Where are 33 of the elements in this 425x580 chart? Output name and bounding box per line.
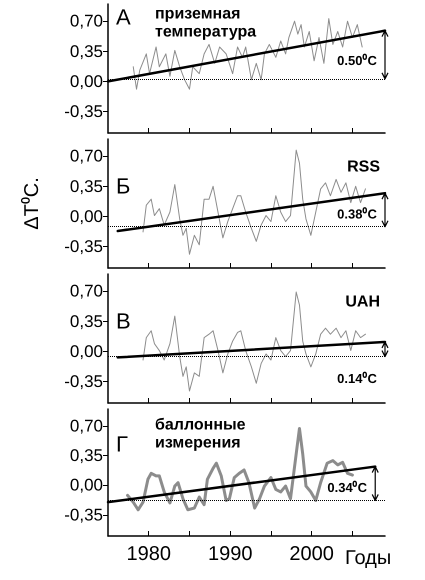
- text: приземная температура: [155, 6, 256, 40]
- y-tick-label: 0,00: [70, 342, 103, 361]
- y-tick-label: 0,35: [70, 312, 103, 331]
- y-tick-label: 0,70: [70, 282, 103, 301]
- annotation: 0.34⁰C: [327, 480, 368, 496]
- y-tick-label: 0,35: [70, 176, 103, 196]
- annotation: В: [116, 308, 131, 334]
- annotation: 0.50⁰C: [337, 53, 378, 68]
- annotation: Б: [116, 174, 130, 198]
- y-tick-label: -0,35: [64, 102, 103, 121]
- y-tick-label: 0,00: [70, 476, 103, 495]
- annotation: 0.38⁰C: [337, 206, 378, 222]
- y-tick-label: 0,70: [70, 12, 103, 31]
- annotation: А: [116, 4, 131, 30]
- text: UAH: [345, 294, 380, 310]
- y-tick-label: 0,00: [70, 206, 103, 226]
- annotation: 0.14⁰C: [337, 371, 378, 386]
- x-tick-label: 1980: [126, 543, 171, 565]
- y-tick-label: -0,35: [64, 237, 103, 256]
- x-tick-label: 1990: [208, 543, 252, 565]
- x-axis-title: Годы: [345, 547, 392, 569]
- text: баллонные измерения: [155, 416, 246, 452]
- y-tick-label: 0,70: [70, 146, 103, 166]
- y-tick-label: -0,35: [64, 372, 103, 391]
- y-tick-label: 0,00: [70, 72, 103, 91]
- y-tick-label: 0,35: [70, 42, 103, 61]
- y-tick-label: 0,35: [70, 446, 103, 466]
- y-tick-label: 0,70: [70, 416, 103, 436]
- y-axis-title: ΔT⁰C.: [20, 177, 43, 230]
- text: RSS: [347, 158, 380, 176]
- x-tick-label: 2000: [289, 543, 334, 565]
- annotation: Г: [116, 432, 128, 456]
- y-tick-label: -0,35: [64, 505, 103, 524]
